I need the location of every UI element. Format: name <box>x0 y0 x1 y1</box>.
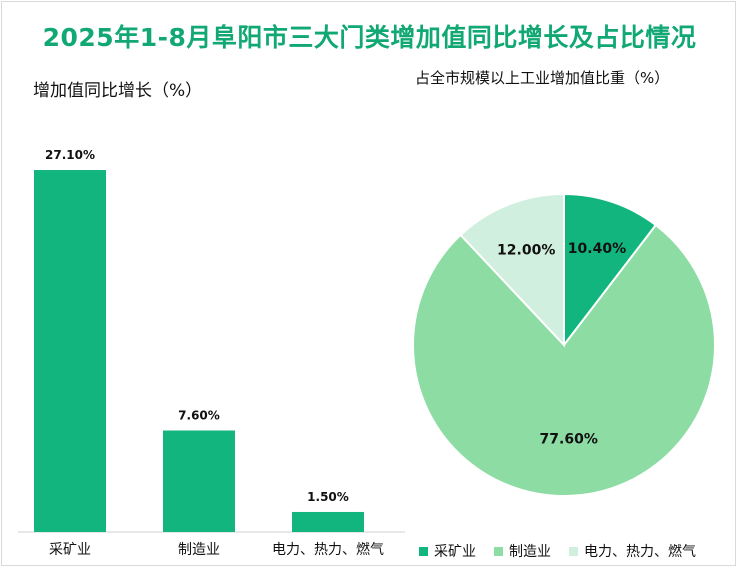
pie-slice-mining <box>563 192 658 348</box>
pie-legend: 采矿业 制造业 电力、热力、燃气 <box>419 541 696 561</box>
bar-value-label-power: 1.50% <box>307 490 349 504</box>
bar-power <box>292 511 364 532</box>
pie-value-label-mining: 10.40% <box>568 241 626 257</box>
pie-slice-power <box>459 192 565 348</box>
pie-slice-manufacturing <box>412 223 716 497</box>
pie-chart: 10.40% 77.60% 12.00% <box>412 192 716 497</box>
bar-category-label-manufacturing: 制造业 <box>178 542 220 558</box>
bar-category-label-power: 电力、热力、燃气 <box>272 541 384 558</box>
pie-value-label-power: 12.00% <box>497 243 555 259</box>
bar-mining <box>34 170 106 532</box>
legend-swatch-mining <box>419 546 428 556</box>
legend-item-manufacturing: 制造业 <box>494 541 551 561</box>
legend-item-power: 电力、热力、燃气 <box>569 541 696 561</box>
legend-swatch-manufacturing <box>494 546 503 556</box>
bar-value-label-mining: 27.10% <box>45 148 95 162</box>
legend-swatch-power <box>569 546 578 556</box>
legend-label-power: 电力、热力、燃气 <box>584 544 696 560</box>
bar-category-label-mining: 采矿业 <box>49 542 91 558</box>
bar-chart-subtitle: 增加值同比增长（%） <box>33 81 203 101</box>
pie-chart-subtitle: 占全市规模以上工业增加值比重（%） <box>415 69 670 87</box>
bar-chart: 27.10% 采矿业 7.60% 制造业 1.50% 电力、热力、燃气 <box>18 148 405 558</box>
chart-title: 2025年1-8月阜阳市三大门类增加值同比增长及占比情况 <box>42 23 697 52</box>
legend-item-mining: 采矿业 <box>419 541 476 561</box>
legend-label-mining: 采矿业 <box>434 544 476 560</box>
bar-manufacturing <box>163 430 235 532</box>
bar-value-label-manufacturing: 7.60% <box>178 408 220 422</box>
pie-value-label-manufacturing: 77.60% <box>540 432 598 448</box>
legend-label-manufacturing: 制造业 <box>509 544 551 560</box>
